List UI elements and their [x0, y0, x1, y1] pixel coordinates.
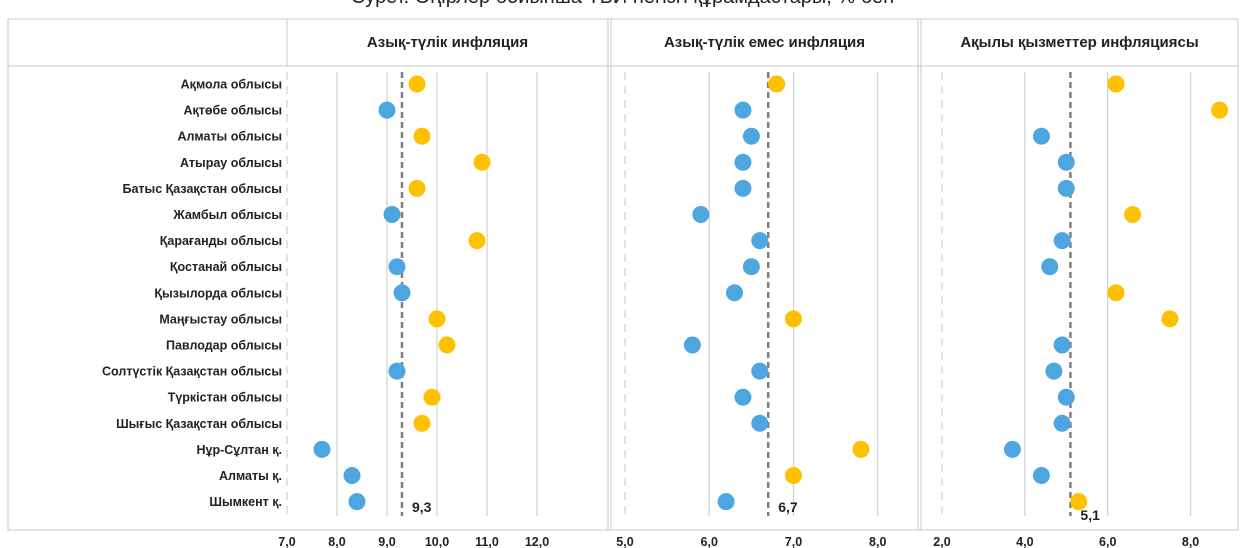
row-label: Ақтөбе облысы: [184, 104, 282, 118]
data-point: [784, 467, 802, 484]
data-point: [1053, 232, 1071, 250]
row-label: Атырау облысы: [180, 156, 282, 170]
panel-1: Азық-түлік инфляция 7,0 8,0 9,0 10,0 11,0 12,0…: [278, 34, 549, 548]
data-point: [1032, 127, 1050, 145]
row-label: Солтүстік Қазақстан облысы: [102, 365, 282, 379]
x-tick-label: 8,0: [869, 535, 886, 548]
data-point: [438, 336, 456, 354]
data-point: [408, 179, 426, 197]
x-tick-label: 4,0: [1016, 535, 1033, 548]
data-point: [1057, 153, 1075, 171]
data-point: [751, 232, 769, 250]
x-tick-label: 9,0: [378, 535, 395, 548]
data-point: [692, 206, 710, 223]
panel-title: Ақылы қызметтер инфляциясы: [960, 34, 1198, 51]
data-point: [1107, 284, 1125, 302]
data-point: [413, 127, 431, 145]
row-label: Түркістан облысы: [168, 391, 282, 405]
row-label: Алматы облысы: [177, 130, 282, 144]
data-point: [348, 493, 366, 511]
row-label: Павлодар облысы: [166, 339, 282, 353]
data-point: [1211, 101, 1229, 119]
average-label: 9,3: [412, 499, 432, 515]
x-tick-label: 8,0: [1182, 535, 1199, 548]
data-point: [734, 153, 752, 171]
x-tick-label: 2,0: [933, 535, 950, 548]
data-point: [742, 127, 760, 145]
data-point: [751, 414, 769, 432]
data-point: [468, 232, 486, 250]
data-point: [734, 101, 752, 119]
row-label: Қостанай облысы: [170, 260, 282, 274]
row-label: Шығыс Қазақстан облысы: [116, 417, 282, 431]
x-tick-label: 7,0: [785, 535, 802, 548]
data-point: [423, 388, 441, 406]
average-label: 5,1: [1080, 507, 1100, 523]
data-point: [683, 336, 701, 354]
data-point: [1003, 440, 1021, 458]
data-point: [428, 310, 446, 328]
x-tick-label: 6,0: [1099, 535, 1116, 548]
data-point: [1032, 467, 1050, 484]
page-title: Сурет. Өңірлер бойынша ТБИ негізгі құрам…: [0, 0, 1245, 9]
x-tick-label: 7,0: [278, 535, 295, 548]
data-point: [734, 388, 752, 406]
x-tick-label: 12,0: [525, 535, 549, 548]
data-point: [784, 310, 802, 328]
row-label: Шымкент қ.: [209, 495, 282, 509]
data-point: [717, 493, 735, 511]
x-tick-label: 5,0: [616, 535, 633, 548]
data-point: [1041, 258, 1059, 276]
data-point: [388, 362, 406, 380]
data-point: [313, 440, 331, 458]
panel-title: Азық-түлік инфляция: [367, 34, 528, 51]
data-point: [343, 467, 361, 484]
row-label: Нұр-Сұлтан қ.: [196, 443, 282, 457]
data-point: [1053, 336, 1071, 354]
data-point: [1070, 493, 1088, 511]
row-label: Ақмола облысы: [181, 78, 282, 92]
data-point: [852, 440, 870, 458]
panel-title: Азық-түлік емес инфляция: [664, 34, 865, 51]
row-label: Алматы қ.: [219, 469, 282, 483]
data-point: [1053, 414, 1071, 432]
row-label: Қызылорда облысы: [154, 286, 282, 300]
panel-2: Азық-түлік емес инфляция 5,0 6,0 7,0 8,0 6,7: [616, 34, 886, 548]
data-point: [742, 258, 760, 276]
data-point: [1124, 206, 1142, 223]
data-point: [1161, 310, 1179, 328]
row-label: Маңғыстау облысы: [159, 312, 282, 326]
data-point: [734, 179, 752, 197]
row-label: Батыс Қазақстан облысы: [123, 182, 283, 196]
row-label: Жамбыл облысы: [172, 208, 282, 222]
panel-3: Ақылы қызметтер инфляциясы 2,0 4,0 6,0 8,0 5,…: [933, 34, 1229, 548]
data-point: [751, 362, 769, 380]
average-label: 6,7: [778, 499, 798, 515]
data-point: [768, 75, 786, 93]
x-tick-label: 10,0: [425, 535, 449, 548]
x-tick-label: 11,0: [475, 535, 499, 548]
data-point: [1057, 179, 1075, 197]
row-label: Қарағанды облысы: [160, 234, 282, 248]
data-point: [408, 75, 426, 93]
data-point: [388, 258, 406, 276]
data-point: [1057, 388, 1075, 406]
data-point: [383, 206, 401, 223]
data-point: [1045, 362, 1063, 380]
data-point: [1107, 75, 1125, 93]
chart-frame: [7, 18, 1239, 531]
data-point: [726, 284, 744, 302]
data-point: [378, 101, 396, 119]
data-point: [413, 414, 431, 432]
data-point: [473, 153, 491, 171]
data-point: [393, 284, 411, 302]
x-tick-label: 8,0: [328, 535, 345, 548]
x-tick-label: 6,0: [701, 535, 718, 548]
